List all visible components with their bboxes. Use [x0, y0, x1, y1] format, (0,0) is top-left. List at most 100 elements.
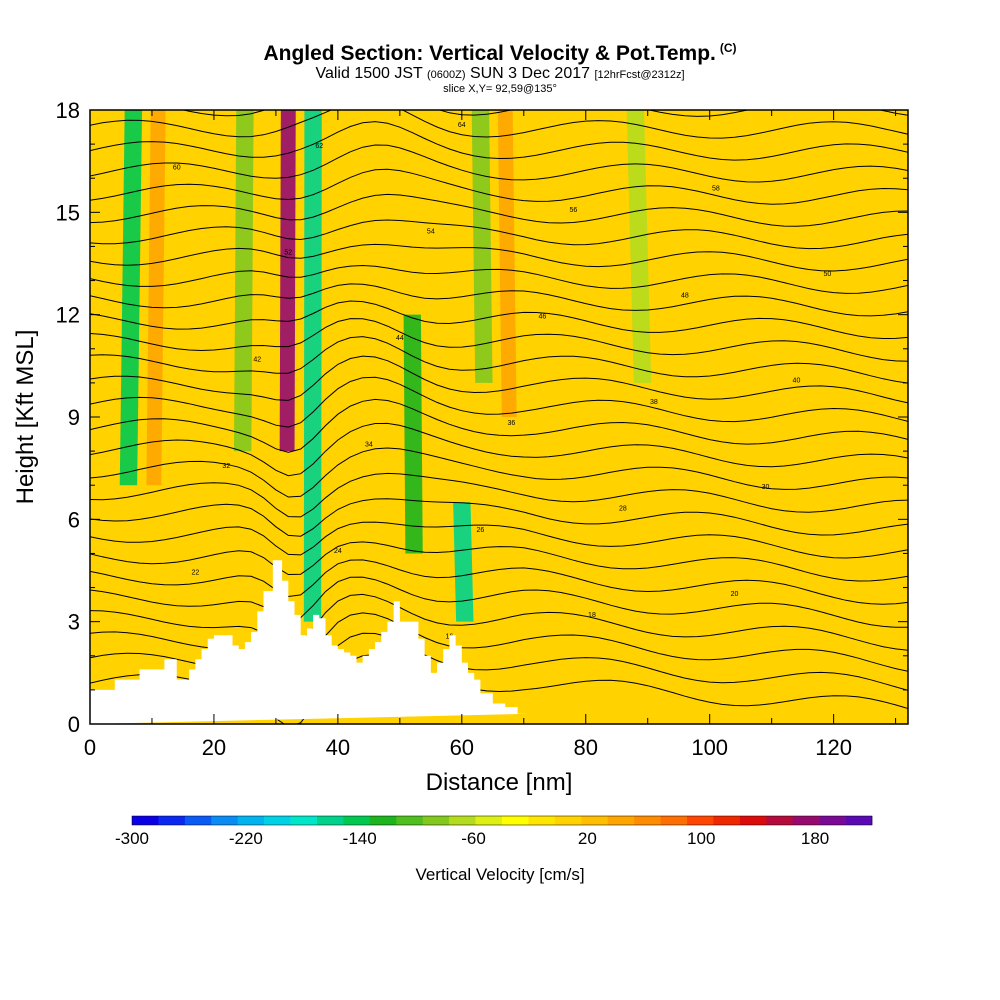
colorbar-swatch — [528, 816, 556, 825]
theta-contour — [90, 398, 908, 453]
theta-contour — [90, 576, 908, 628]
x-tick-label: 20 — [202, 735, 226, 760]
contour-label: 54 — [427, 228, 435, 235]
valid-utc: (0600Z) — [426, 69, 466, 81]
colorbar-tick-label: -300 — [115, 829, 149, 848]
theta-contour — [90, 264, 908, 294]
colorbar-swatch — [766, 816, 794, 825]
colorbar-swatch — [634, 816, 661, 825]
colorbar-tick-label: 100 — [687, 829, 715, 848]
theta-contour — [90, 472, 908, 518]
colorbar-swatch — [739, 816, 767, 825]
theta-contour — [90, 559, 908, 605]
contour-label: 56 — [569, 207, 577, 214]
theta-contour — [90, 447, 908, 498]
theta-contour — [90, 355, 908, 404]
valid-prefix: Valid 1500 JST — [315, 65, 423, 82]
velocity-band — [233, 110, 254, 452]
theta-contour — [90, 144, 908, 183]
contour-label: 50 — [824, 271, 832, 278]
y-tick-label: 0 — [68, 712, 80, 737]
colorbar-swatch — [317, 816, 344, 825]
velocity-band — [403, 314, 423, 554]
colorbar-swatch — [687, 816, 714, 825]
colorbar-swatch — [554, 816, 582, 825]
theta-contour — [90, 121, 908, 161]
colorbar-swatch — [237, 816, 265, 825]
theta-contour — [181, 110, 908, 117]
colorbar-swatch — [158, 816, 186, 825]
contour-label: 20 — [731, 591, 739, 598]
contour-label: 28 — [619, 506, 627, 513]
contour-label: 40 — [793, 378, 801, 385]
colorbar-swatch — [449, 816, 476, 825]
terrain — [90, 560, 530, 724]
colorbar-tick-label: -220 — [229, 829, 263, 848]
theta-contour — [90, 283, 908, 317]
y-tick-label: 12 — [56, 303, 80, 328]
colorbar-swatch — [369, 816, 397, 825]
colorbar-swatch — [132, 816, 159, 825]
y-tick-label: 9 — [68, 405, 80, 430]
contour-label: 66 — [600, 100, 608, 107]
theta-contour — [90, 422, 908, 477]
contour-label: 42 — [253, 356, 261, 363]
x-tick-label: 80 — [574, 735, 598, 760]
colorbar-title: Vertical Velocity [cm/s] — [415, 865, 584, 884]
colorbar-swatch — [475, 816, 503, 825]
contour-label: 34 — [365, 442, 373, 449]
y-tick-label: 6 — [68, 507, 80, 532]
colorbar-swatch — [819, 816, 846, 825]
theta-contour — [90, 193, 908, 227]
velocity-band — [471, 110, 493, 383]
theta-contours: 1214161820222426283032343638404244464850… — [90, 100, 908, 724]
contour-label: 58 — [712, 186, 720, 193]
contour-label: 46 — [538, 314, 546, 321]
colorbar-tick-label: -140 — [343, 829, 377, 848]
theta-contour — [90, 336, 908, 384]
contour-label: 52 — [284, 250, 292, 257]
velocity-band — [626, 110, 652, 383]
contour-label: 44 — [396, 335, 404, 342]
colorbar: -300 -220 -140 -60 20 100 180 — [115, 815, 873, 848]
theta-contour — [90, 376, 908, 428]
colorbar-swatch — [607, 816, 635, 825]
colorbar-swatch — [184, 816, 212, 825]
contour-label: 60 — [173, 164, 181, 171]
velocity-band — [453, 502, 474, 622]
y-axis-title: Height [Kft MSL] — [12, 330, 39, 505]
contour-label: 26 — [477, 527, 485, 534]
colorbar-swatch — [713, 816, 741, 825]
colorbar-swatch — [264, 816, 291, 825]
x-tick-label: 60 — [450, 735, 474, 760]
x-tick-label: 100 — [691, 735, 728, 760]
contour-label: 64 — [458, 122, 466, 129]
theta-contour — [90, 219, 908, 250]
contour-label: 38 — [650, 399, 658, 406]
contour-label: 18 — [588, 612, 596, 619]
colorbar-swatch — [792, 816, 820, 825]
colorbar-swatch — [845, 816, 873, 825]
theta-contour — [90, 243, 908, 272]
colorbar-swatch — [211, 816, 239, 825]
theta-contour — [90, 318, 908, 362]
contour-label: 32 — [222, 463, 230, 470]
y-tick-label: 18 — [56, 98, 80, 123]
velocity-band — [303, 110, 322, 622]
theta-contour — [90, 168, 908, 205]
colorbar-swatch — [343, 816, 371, 825]
title-block: Angled Section: Vertical Velocity & Pot.… — [0, 36, 1000, 95]
contour-label: 22 — [191, 569, 199, 576]
x-axis-title: Distance [nm] — [426, 769, 573, 796]
x-axis: 0 20 40 60 80 100 120 — [84, 110, 897, 760]
theta-contour — [90, 498, 908, 537]
theta-contour — [90, 593, 908, 651]
contour-label: 48 — [681, 292, 689, 299]
x-tick-label: 40 — [326, 735, 350, 760]
contour-label: 62 — [315, 143, 323, 150]
valid-date: SUN 3 Dec 2017 — [469, 65, 591, 82]
colorbar-swatch — [581, 816, 609, 825]
velocity-band — [119, 110, 143, 486]
theta-contour — [90, 110, 908, 139]
